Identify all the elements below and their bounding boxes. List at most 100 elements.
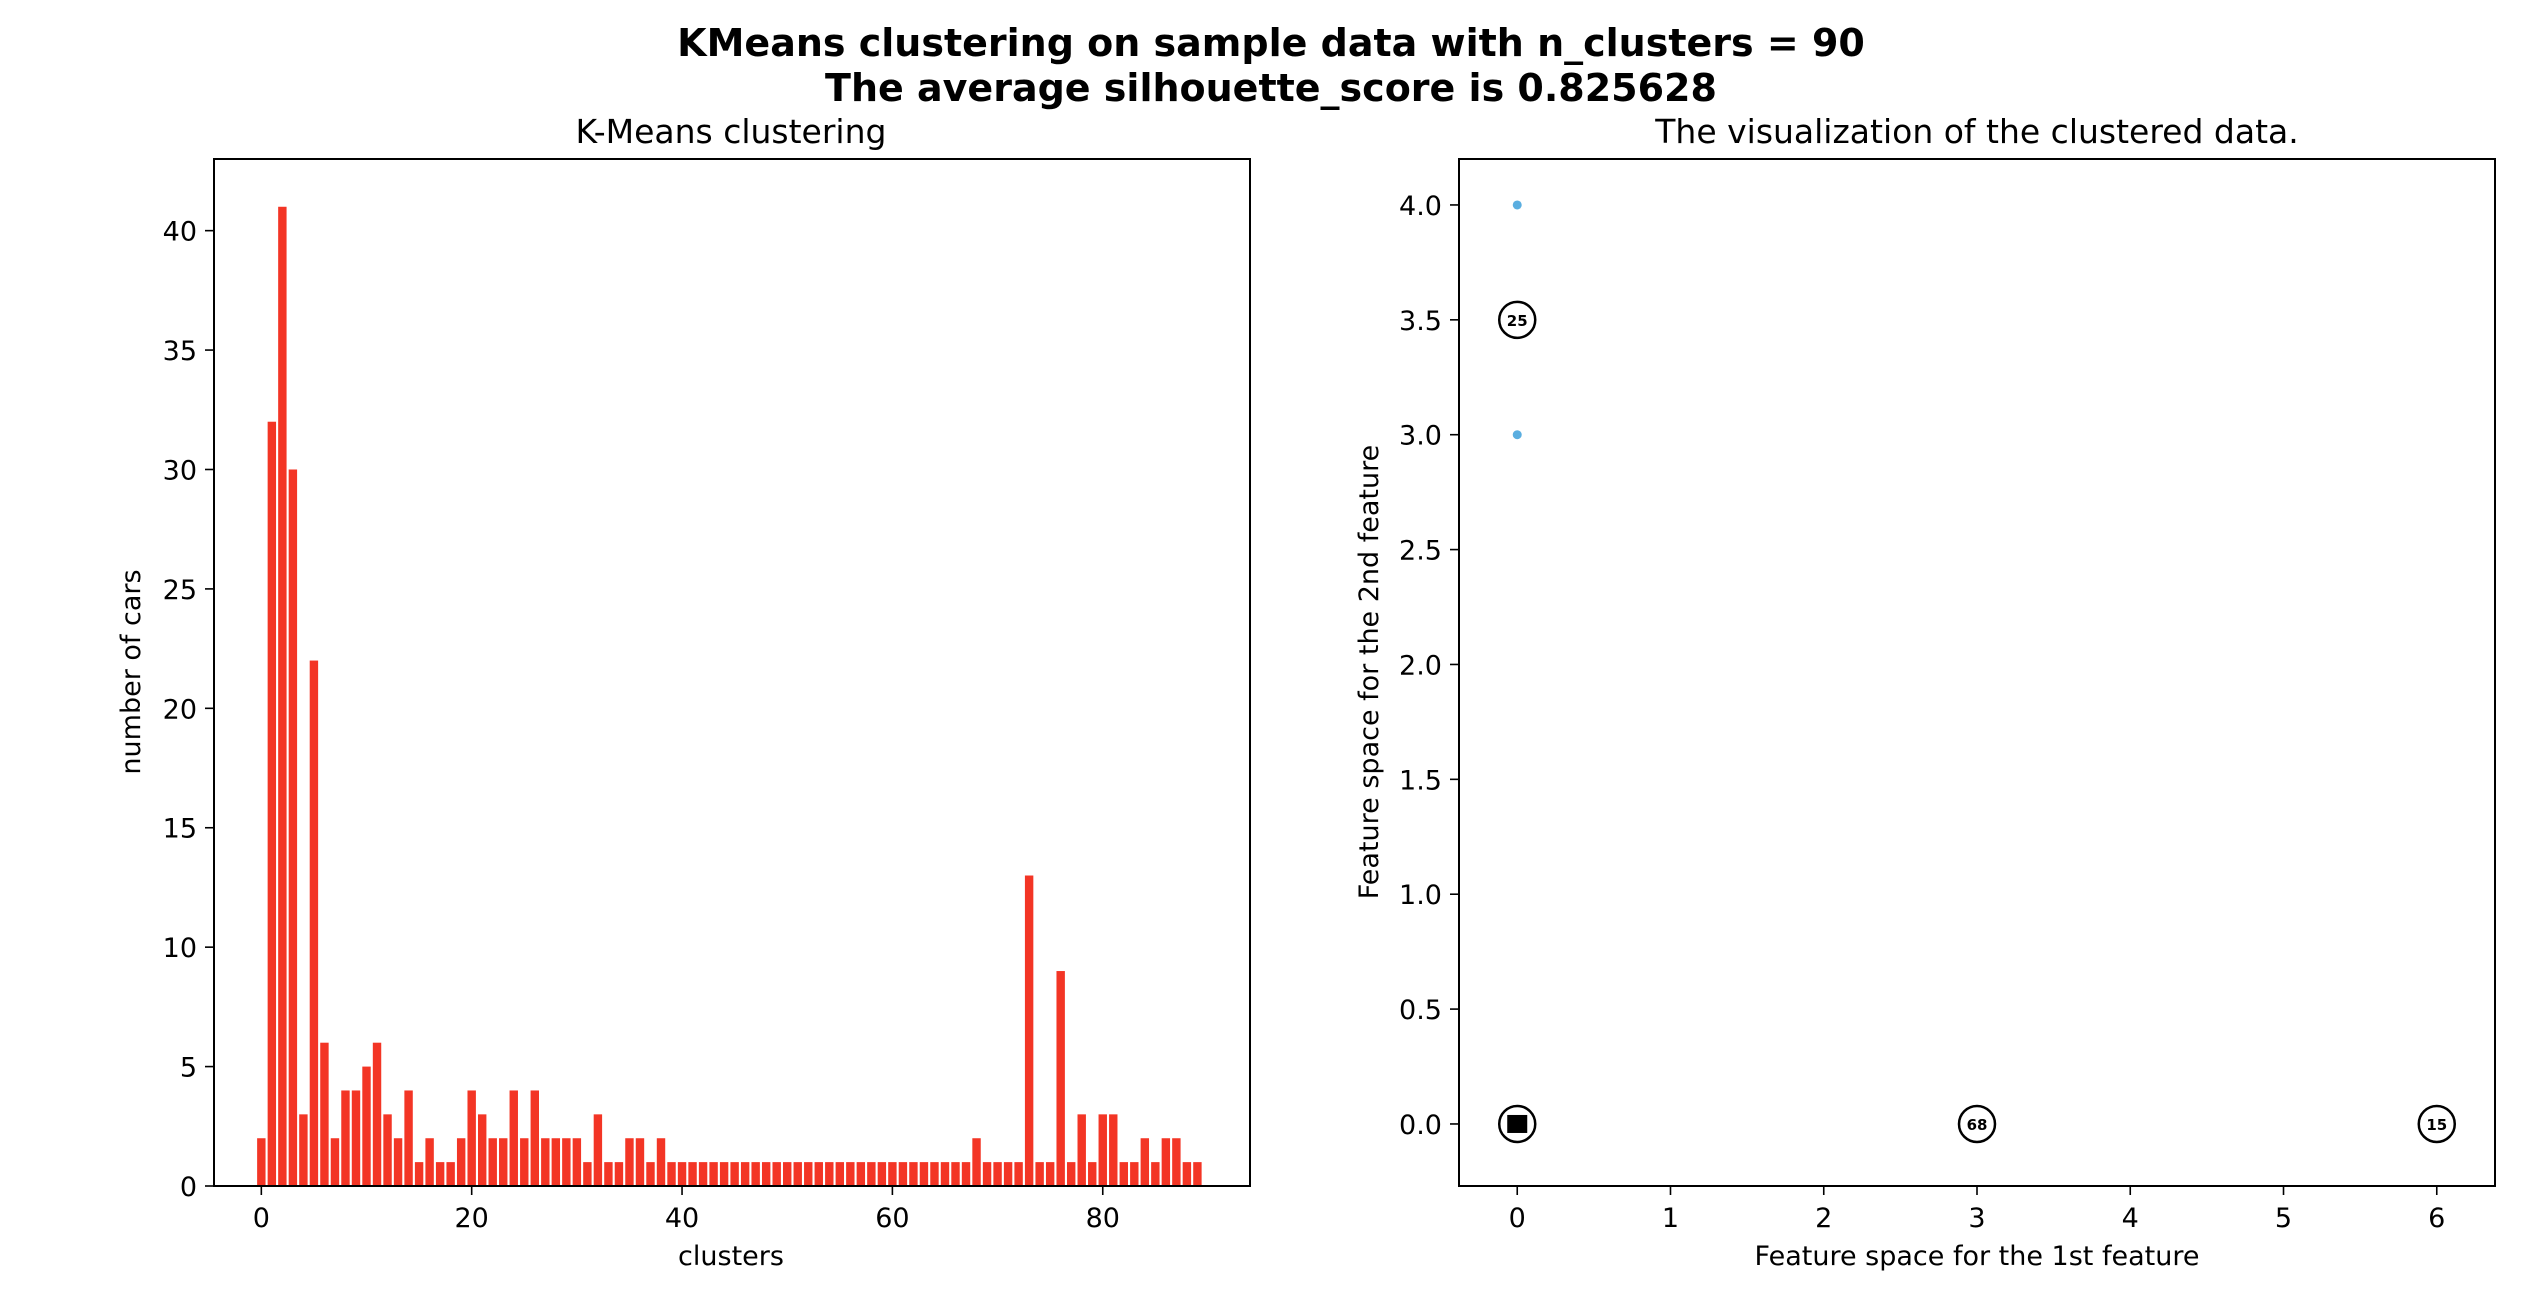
bar-cluster-14: [404, 1090, 413, 1186]
bar-cluster-7: [330, 1138, 340, 1186]
bar-cluster-8: [341, 1090, 350, 1186]
cluster-center-label: 25: [1507, 312, 1528, 330]
bar-cluster-69: [982, 1162, 992, 1186]
scatter-ytick-label: 0.0: [1399, 1110, 1442, 1141]
scatter-ytick-label: 4.0: [1399, 191, 1442, 222]
bar-cluster-85: [1151, 1162, 1160, 1186]
bar-cluster-31: [583, 1162, 592, 1186]
bar-cluster-45: [730, 1162, 739, 1186]
scatter-chart-xlabel: Feature space for the 1st feature: [1755, 1241, 2200, 1272]
bar-cluster-89: [1193, 1162, 1202, 1186]
bar-cluster-27: [541, 1138, 550, 1186]
bar-cluster-83: [1130, 1162, 1139, 1186]
bar-cluster-4: [299, 1114, 308, 1186]
bar-cluster-34: [614, 1162, 624, 1186]
bar-cluster-33: [604, 1162, 613, 1186]
bar-cluster-70: [993, 1162, 1002, 1186]
scatter-ytick-label: 3.5: [1399, 306, 1442, 337]
bar-cluster-5: [309, 660, 319, 1186]
figure-title-line2: The average silhouette_score is 0.825628: [825, 66, 1717, 110]
bar-cluster-41: [688, 1162, 697, 1186]
cluster-center: [1957, 1104, 1997, 1144]
scatter-xtick-label: 4: [2122, 1203, 2139, 1234]
bar-cluster-63: [919, 1162, 929, 1186]
scatter-point: [1512, 430, 1522, 440]
bar-cluster-52: [804, 1162, 813, 1186]
bar-cluster-58: [867, 1162, 876, 1186]
scatter-ytick-label: 3.0: [1399, 421, 1442, 452]
bar-cluster-35: [625, 1138, 634, 1186]
bar-ytick-label: 40: [163, 217, 197, 248]
bar-cluster-18: [446, 1162, 455, 1186]
bar-cluster-13: [393, 1138, 403, 1186]
bar-cluster-60: [888, 1162, 897, 1186]
bar-cluster-2: [278, 206, 287, 1186]
bar-xtick-label: 20: [455, 1203, 489, 1234]
scatter-ytick-label: 2.0: [1399, 650, 1442, 681]
figure-title-line1: KMeans clustering on sample data with n_…: [677, 21, 1865, 65]
bar-cluster-88: [1182, 1162, 1192, 1186]
scatter-ytick-label: 0.5: [1399, 995, 1442, 1026]
bar-cluster-81: [1109, 1114, 1118, 1186]
scatter-chart-frame: [1458, 158, 2496, 1187]
bar-cluster-46: [740, 1162, 750, 1186]
cluster-center-overlap-mark: [1507, 1114, 1528, 1133]
bar-cluster-68: [972, 1138, 981, 1186]
bar-cluster-21: [477, 1114, 487, 1186]
scatter-xtick-label: 1: [1662, 1203, 1679, 1234]
bar-cluster-40: [677, 1162, 687, 1186]
bar-cluster-65: [940, 1162, 950, 1186]
bar-cluster-24: [509, 1090, 518, 1186]
bar-cluster-17: [435, 1162, 445, 1186]
bar-cluster-87: [1172, 1138, 1181, 1186]
bar-cluster-29: [562, 1138, 571, 1186]
scatter-xtick-label: 0: [1509, 1203, 1526, 1234]
bar-ytick-label: 20: [163, 694, 197, 725]
bar-cluster-54: [825, 1162, 834, 1186]
bar-chart-panel: K-Means clustering 0 20 40 60 80 0 5 10 15 20 25 30…: [116, 112, 1251, 1272]
bar-cluster-73: [1024, 875, 1034, 1186]
bar-xtick-label: 0: [253, 1203, 270, 1234]
bar-cluster-62: [909, 1162, 918, 1186]
bar-chart-bars: [257, 206, 1202, 1186]
bar-chart-title: K-Means clustering: [576, 112, 887, 151]
bar-cluster-49: [772, 1162, 781, 1186]
bar-cluster-82: [1119, 1162, 1128, 1186]
cluster-center: [1497, 300, 1537, 340]
bar-ytick-label: 0: [180, 1172, 197, 1203]
bar-cluster-57: [856, 1162, 866, 1186]
bar-ytick-label: 35: [163, 336, 197, 367]
scatter-ytick-label: 2.5: [1399, 536, 1442, 567]
bar-chart-ylabel: number of cars: [116, 569, 147, 774]
scatter-xtick-label: 5: [2275, 1203, 2292, 1234]
bar-cluster-86: [1161, 1138, 1171, 1186]
bar-ytick-label: 15: [163, 814, 197, 845]
bar-cluster-84: [1140, 1138, 1150, 1186]
bar-cluster-80: [1098, 1114, 1107, 1186]
bar-cluster-25: [520, 1138, 529, 1186]
scatter-xtick-label: 6: [2428, 1203, 2445, 1234]
bar-cluster-56: [846, 1162, 855, 1186]
bar-cluster-72: [1014, 1162, 1023, 1186]
bar-cluster-74: [1035, 1162, 1044, 1186]
bar-cluster-75: [1045, 1162, 1055, 1186]
cluster-center-label: 68: [1967, 1116, 1988, 1134]
scatter-chart-ticks: 0 1 2 3 4 5 6 0.0 0.5 1.0 1.5 2.0 2.5 3.0 3.5 4.0: [1399, 191, 2445, 1234]
bar-cluster-16: [425, 1138, 434, 1186]
scatter-chart-title: The visualization of the clustered data.: [1654, 112, 2298, 151]
bar-cluster-30: [572, 1138, 582, 1186]
scatter-xtick-label: 3: [1968, 1203, 1985, 1234]
cluster-center: [2417, 1104, 2457, 1144]
bar-cluster-28: [551, 1138, 561, 1186]
scatter-ytick-label: 1.0: [1399, 880, 1442, 911]
scatter-xtick-label: 2: [1815, 1203, 1832, 1234]
bar-cluster-42: [698, 1162, 708, 1186]
bar-cluster-15: [414, 1162, 424, 1186]
bar-cluster-48: [761, 1162, 771, 1186]
bar-cluster-12: [383, 1114, 392, 1186]
bar-cluster-53: [814, 1162, 823, 1186]
bar-cluster-26: [530, 1090, 539, 1186]
bar-cluster-59: [877, 1162, 887, 1186]
bar-cluster-76: [1056, 971, 1065, 1186]
